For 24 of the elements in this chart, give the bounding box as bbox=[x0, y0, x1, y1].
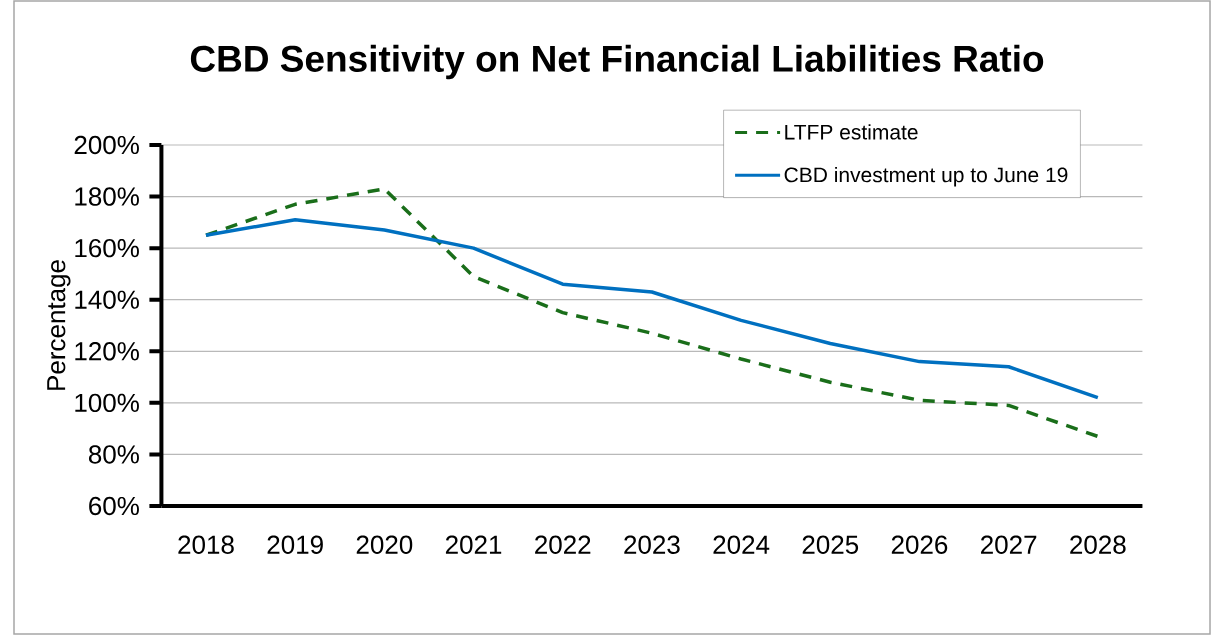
y-tick-label: 100% bbox=[75, 393, 139, 413]
x-tick-label: 2028 bbox=[1070, 535, 1126, 554]
y-tick-label: 160% bbox=[75, 238, 139, 258]
x-tick-label: 2022 bbox=[535, 535, 591, 554]
y-tick-label: 60% bbox=[89, 496, 139, 516]
y-tick-label: 120% bbox=[75, 342, 139, 361]
x-tick-label: 2026 bbox=[891, 535, 948, 554]
y-axis-title: Percentage bbox=[47, 260, 71, 390]
y-tick-label: 200% bbox=[74, 135, 139, 155]
x-tick-label: 2027 bbox=[981, 535, 1037, 554]
x-tick-label: 2020 bbox=[356, 535, 413, 554]
y-tick-label: 180% bbox=[75, 187, 139, 206]
x-tick-label: 2024 bbox=[713, 535, 770, 554]
line-series bbox=[204, 218, 1100, 400]
x-tick-label: 2021 bbox=[445, 535, 502, 554]
y-tick-label: 140% bbox=[75, 290, 139, 309]
x-tick-label: 2018 bbox=[178, 535, 234, 554]
x-tick-label: 2023 bbox=[624, 535, 680, 554]
x-tick-label: 2025 bbox=[802, 535, 859, 554]
chart-title: CBD Sensitivity on Net Financial Liabilities Ratio bbox=[190, 44, 1044, 80]
y-tick-label: 80% bbox=[88, 445, 139, 464]
legend-label: CBD investment up to June 19 bbox=[784, 166, 1068, 187]
x-tick-label: 2019 bbox=[267, 535, 323, 554]
legend-label: LTFP estimate bbox=[785, 124, 918, 140]
